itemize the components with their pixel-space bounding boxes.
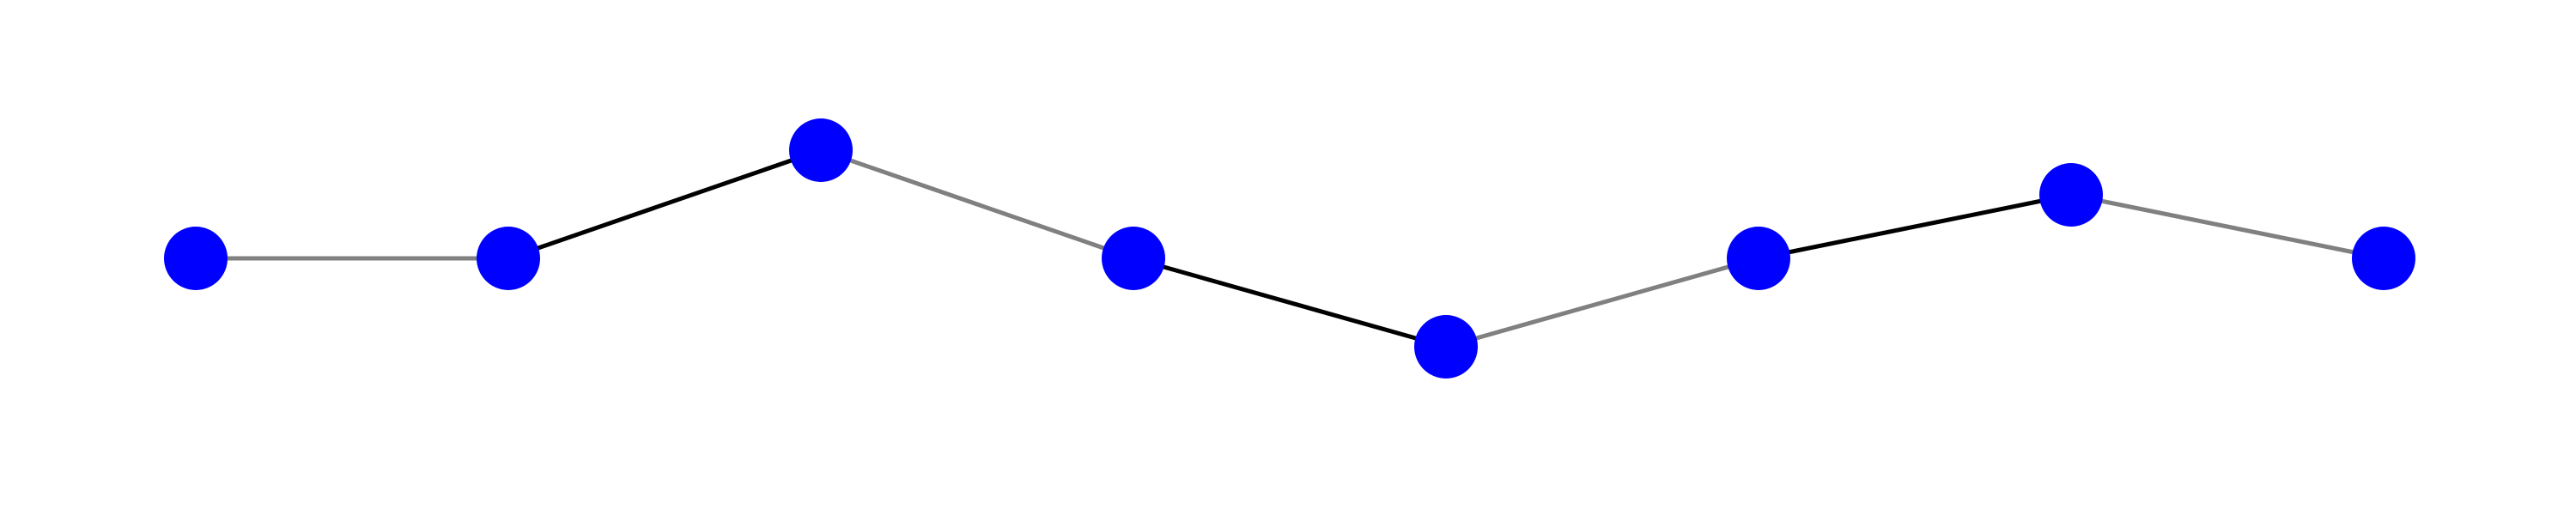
edge-n2-n3 — [820, 148, 1134, 261]
edge-n4-n5 — [1445, 256, 1759, 349]
node-n3 — [1102, 227, 1165, 290]
node-n0 — [164, 227, 228, 290]
edge-n3-n4 — [1133, 256, 1447, 349]
nodes-layer — [164, 118, 2415, 379]
edges-layer — [196, 148, 2385, 349]
edge-n6-n7 — [2070, 192, 2385, 261]
node-n6 — [2039, 163, 2103, 227]
node-n7 — [2352, 227, 2415, 290]
edge-n1-n2 — [507, 148, 822, 261]
node-n2 — [789, 118, 853, 182]
node-n1 — [477, 227, 540, 290]
node-n4 — [1414, 315, 1478, 379]
node-n5 — [1727, 227, 1790, 290]
edge-n5-n6 — [1758, 192, 2072, 261]
